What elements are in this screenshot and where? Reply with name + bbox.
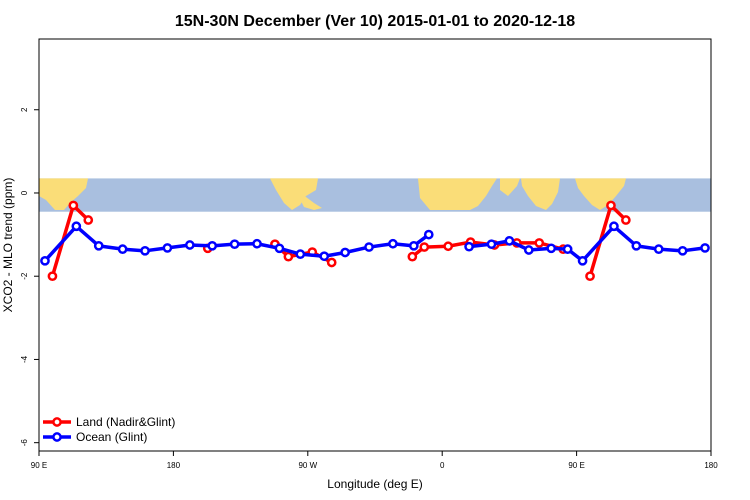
chart-title: 15N-30N December (Ver 10) 2015-01-01 to … <box>175 13 575 30</box>
x-tick-label: 90 E <box>31 461 47 470</box>
y-tick-label: 2 <box>20 107 29 112</box>
ocean-point <box>274 243 285 254</box>
land-shape <box>39 178 88 210</box>
y-tick-label: -4 <box>20 355 29 363</box>
ocean-point <box>486 239 497 250</box>
x-tick-label: 90 E <box>568 461 584 470</box>
land-shape <box>298 195 322 210</box>
ocean-point <box>700 243 710 253</box>
legend-land-label: Land (Nadir&Glint) <box>76 415 175 429</box>
x-tick-label: 180 <box>167 461 181 470</box>
land-point <box>585 271 595 282</box>
ocean-point <box>562 244 573 255</box>
land-point <box>443 241 454 252</box>
ocean-point <box>229 239 240 250</box>
ocean-point <box>577 255 588 266</box>
land-point <box>68 200 79 211</box>
ocean-point <box>408 240 419 251</box>
land-point <box>534 238 545 248</box>
land-shape <box>270 178 318 210</box>
land-point <box>83 215 94 225</box>
x-tick-label: 180 <box>704 461 718 470</box>
ocean-point <box>140 245 150 256</box>
ocean-point <box>162 243 173 253</box>
land-point <box>326 257 337 268</box>
ocean-point <box>464 241 474 252</box>
ocean-point <box>40 255 50 266</box>
ocean-point <box>609 221 619 232</box>
ocean-point <box>631 240 642 251</box>
legend-land-marker <box>52 417 62 427</box>
ocean-point <box>207 240 218 251</box>
land-point <box>283 251 294 262</box>
land-shape <box>521 178 560 210</box>
ocean-point <box>340 247 350 258</box>
plot-frame <box>38 38 712 452</box>
ocean-point <box>423 229 434 240</box>
land-point <box>407 251 418 262</box>
ocean-point <box>319 251 330 262</box>
ocean-point <box>388 238 398 249</box>
ocean-point <box>252 238 262 249</box>
ocean-point <box>504 235 515 246</box>
land-shape <box>500 178 520 196</box>
ocean-point <box>295 249 306 260</box>
y-axis: 2 0 -2 -4 -6 <box>20 107 39 446</box>
ocean-point <box>93 240 104 251</box>
ocean-point <box>677 245 688 256</box>
legend-ocean-marker <box>52 432 62 442</box>
ocean-point <box>117 244 128 255</box>
land-point <box>621 215 631 225</box>
x-tick-label: 0 <box>440 461 445 470</box>
ocean-point <box>364 242 374 252</box>
land-point <box>606 200 616 211</box>
x-axis: 90 E 180 90 W 0 90 E 180 <box>31 451 718 470</box>
land-point <box>419 242 430 252</box>
ocean-point <box>71 221 82 232</box>
y-tick-label: -6 <box>20 439 29 447</box>
y-axis-label: XCO2 - MLO trend (ppm) <box>1 178 15 313</box>
legend-ocean-label: Ocean (Glint) <box>76 430 147 444</box>
x-tick-label: 90 W <box>298 461 317 470</box>
ocean-point <box>184 240 195 250</box>
land-point <box>47 271 58 282</box>
land-shape <box>418 178 497 210</box>
ocean-point <box>653 244 664 255</box>
y-tick-label: -2 <box>20 272 29 280</box>
ocean-point <box>523 245 534 255</box>
x-axis-label: Longitude (deg E) <box>327 477 422 491</box>
world-map-band <box>39 178 711 212</box>
land-shape <box>575 178 626 210</box>
ocean-point <box>546 243 557 254</box>
y-tick-label: 0 <box>20 190 29 195</box>
legend: Land (Nadir&Glint)Ocean (Glint) <box>43 415 175 444</box>
chart-marks <box>40 200 710 282</box>
